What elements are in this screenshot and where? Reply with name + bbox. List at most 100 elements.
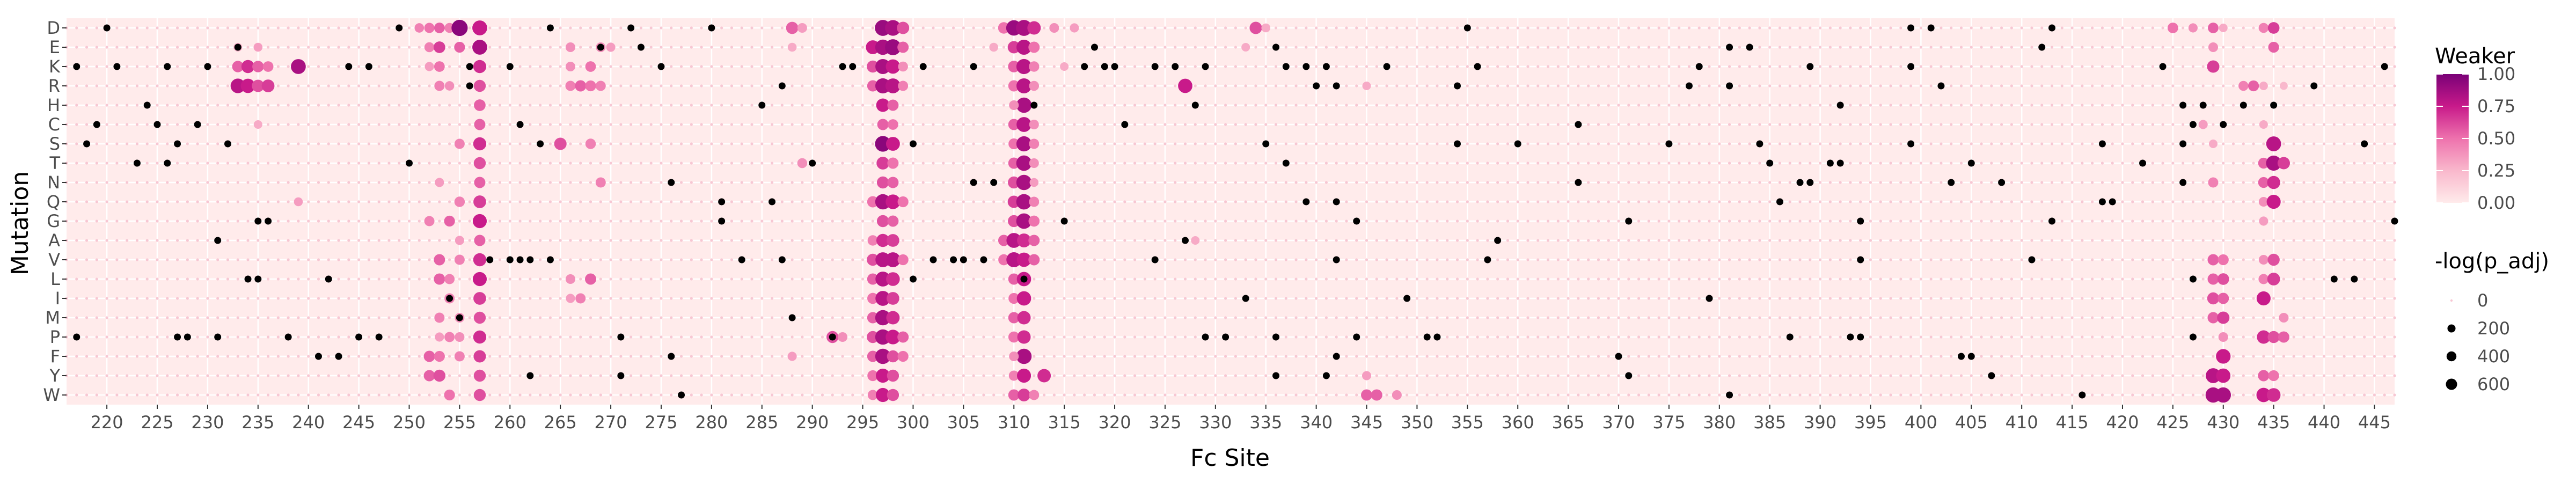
bg-point: [206, 162, 209, 164]
bg-point: [448, 239, 451, 241]
bg-point: [1073, 104, 1075, 106]
bg-point: [2272, 65, 2275, 68]
bg-point: [317, 316, 320, 319]
bg-point: [226, 239, 229, 241]
bg-point: [1385, 316, 1388, 319]
bg-point: [2323, 258, 2325, 261]
bg-point: [2091, 142, 2094, 145]
data-point: [474, 312, 486, 324]
bg-point: [1768, 239, 1771, 241]
bg-point: [1053, 142, 1056, 145]
bg-point: [2081, 374, 2083, 377]
bg-point: [609, 297, 612, 299]
bg-point: [518, 26, 521, 29]
bg-point: [1627, 104, 1630, 106]
bg-point: [307, 26, 310, 29]
bg-point: [1879, 65, 1882, 68]
bg-point: [1658, 258, 1660, 261]
bg-point: [1002, 123, 1005, 126]
bg-point: [246, 219, 249, 222]
bg-point: [1678, 316, 1680, 319]
bg-point: [609, 123, 612, 126]
bg-point: [1083, 84, 1086, 87]
bg-point: [488, 219, 491, 222]
bg-point: [2131, 104, 2134, 106]
bg-point: [1355, 84, 1358, 87]
bg-point: [2111, 46, 2114, 48]
bg-point: [1184, 142, 1187, 145]
bg-point: [1053, 162, 1056, 164]
bg-point: [2051, 277, 2053, 280]
bg-point: [1899, 297, 1902, 299]
bg-point: [2061, 258, 2063, 261]
bg-point: [1517, 104, 1519, 106]
bg-point: [2212, 123, 2214, 126]
bg-point: [1798, 374, 1801, 377]
bg-point: [1617, 393, 1620, 396]
bg-point: [690, 277, 693, 280]
bg-point: [549, 219, 552, 222]
bg-point: [1597, 142, 1600, 145]
bg-point: [1335, 46, 1338, 48]
bg-point: [277, 335, 280, 338]
bg-point: [2121, 26, 2124, 29]
bg-point: [337, 123, 340, 126]
bg-point: [226, 277, 229, 280]
bg-point: [650, 297, 653, 299]
bg-point: [1577, 355, 1579, 357]
bg-point: [1607, 162, 1610, 164]
bg-point: [1083, 316, 1086, 319]
bg-point: [750, 258, 753, 261]
data-point: [2279, 313, 2288, 323]
bg-point: [2202, 239, 2205, 241]
bg-point: [287, 316, 290, 319]
bg-point: [96, 335, 98, 338]
bg-point: [1889, 355, 1892, 357]
bg-point: [186, 26, 189, 29]
bg-point: [337, 181, 340, 184]
bg-point: [559, 26, 562, 29]
data-point: [1241, 43, 1250, 52]
data-point: [887, 177, 898, 188]
bg-point: [640, 84, 642, 87]
bg-point: [1658, 219, 1660, 222]
bg-point: [1486, 277, 1489, 280]
bg-point: [972, 219, 975, 222]
bg-point: [2161, 374, 2164, 377]
bg-point: [237, 219, 239, 222]
bg-point: [1869, 162, 1872, 164]
bg-point: [1617, 316, 1620, 319]
bg-point: [1264, 123, 1267, 126]
bg-point: [337, 239, 340, 241]
bg-point: [559, 374, 562, 377]
bg-point: [2202, 297, 2205, 299]
bg-point: [1053, 65, 1056, 68]
bg-point: [2061, 277, 2063, 280]
bg-point: [307, 181, 310, 184]
bg-point: [1667, 65, 1670, 68]
bg-point: [2393, 26, 2396, 29]
bg-point: [297, 46, 299, 48]
bg-point: [1698, 277, 1701, 280]
bg-point: [1456, 335, 1459, 338]
bg-point: [1648, 316, 1650, 319]
bg-point: [982, 181, 985, 184]
data-point: [473, 137, 486, 150]
bg-point: [841, 374, 844, 377]
bg-point: [760, 355, 763, 357]
bg-point: [811, 84, 814, 87]
bg-point: [2030, 335, 2033, 338]
bg-point: [710, 258, 713, 261]
bg-point: [2343, 162, 2346, 164]
bg-point: [166, 258, 169, 261]
bg-point: [327, 142, 330, 145]
bg-point: [549, 239, 552, 241]
bg-point: [509, 142, 511, 145]
bg-point: [1798, 258, 1801, 261]
bg-point: [1063, 142, 1066, 145]
bg-point: [2171, 219, 2174, 222]
bg-point: [1738, 277, 1741, 280]
bg-point: [327, 219, 330, 222]
bg-point: [1990, 84, 1993, 87]
bg-point: [912, 374, 914, 377]
